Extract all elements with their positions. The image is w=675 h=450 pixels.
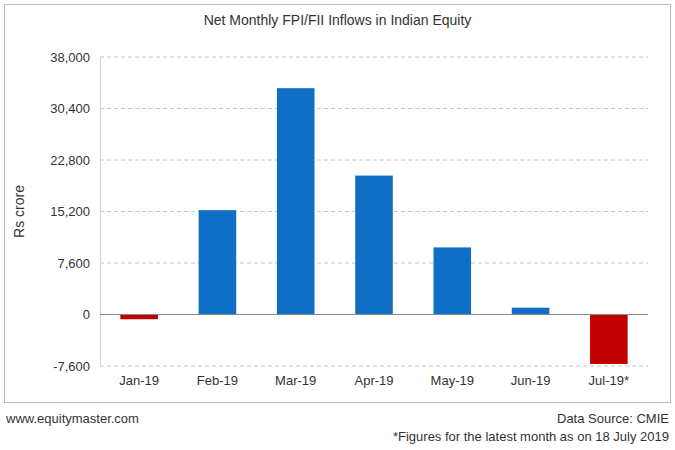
x-tick: Jan-19 xyxy=(119,366,159,388)
y-tick-label: 30,400 xyxy=(50,101,90,116)
x-tick: Apr-19 xyxy=(354,366,393,388)
y-tick: 0 xyxy=(83,307,100,322)
grid-line xyxy=(100,108,648,109)
bar xyxy=(120,315,158,320)
bar xyxy=(512,308,550,315)
zero-line xyxy=(100,314,648,315)
bars xyxy=(120,88,627,364)
x-tick-label: Apr-19 xyxy=(354,373,393,388)
annotation: Data Source: CMIE xyxy=(557,411,669,426)
y-tick: -7,600 xyxy=(53,359,100,374)
y-tick-label: 38,000 xyxy=(50,50,90,65)
y-tick-label: -7,600 xyxy=(53,359,90,374)
y-axis-title: Rs crore xyxy=(11,185,27,238)
y-tick: 22,800 xyxy=(50,153,100,168)
y-tick-label: 7,600 xyxy=(57,256,90,271)
frame xyxy=(5,5,671,403)
annotation: *Figures for the latest month as on 18 J… xyxy=(393,429,669,444)
x-axis: Jan-19 Feb-19 Mar-19 Apr-19 May-19 Jun-19 Jul-… xyxy=(119,366,629,388)
x-tick: Jun-19 xyxy=(511,366,551,388)
y-tick-label: 15,200 xyxy=(50,204,90,219)
bar xyxy=(199,210,237,314)
y-tick: 30,400 xyxy=(50,101,100,116)
x-tick-label: May-19 xyxy=(431,373,474,388)
y-tick: 15,200 xyxy=(50,204,100,219)
x-tick: Jul-19* xyxy=(589,366,629,388)
title: Net Monthly FPI/FII Inflows in Indian Eq… xyxy=(204,12,472,28)
grid-line xyxy=(100,314,648,315)
x-tick: Mar-19 xyxy=(275,366,316,388)
grid-line xyxy=(100,366,648,367)
x-tick-label: Jul-19* xyxy=(589,373,629,388)
x-tick: Feb-19 xyxy=(197,366,238,388)
plot: -7,600 0 7,600 15,200 22,800 30,400 38,000 Jan-… xyxy=(50,50,648,389)
bar xyxy=(277,88,315,314)
y-tick: 38,000 xyxy=(50,50,100,65)
bar xyxy=(355,176,393,315)
bar xyxy=(590,315,628,364)
y-tick: 7,600 xyxy=(57,256,100,271)
y-tick-label: 22,800 xyxy=(50,153,90,168)
y-tick-label: 0 xyxy=(83,307,90,322)
annotation: www.equitymaster.com xyxy=(5,411,139,426)
x-tick-label: Jun-19 xyxy=(511,373,551,388)
x-tick: May-19 xyxy=(431,366,474,388)
bar xyxy=(433,247,471,314)
x-tick-label: Jan-19 xyxy=(119,373,159,388)
grid-line xyxy=(100,57,648,58)
x-tick-label: Mar-19 xyxy=(275,373,316,388)
grid xyxy=(100,57,648,366)
x-tick-label: Feb-19 xyxy=(197,373,238,388)
grid-line xyxy=(100,160,648,161)
y-axis-line xyxy=(100,58,101,367)
chart: -7,600 0 7,600 15,200 22,800 30,400 38,000 Jan-… xyxy=(0,0,675,450)
y-axis: -7,600 0 7,600 15,200 22,800 30,400 38,000 xyxy=(50,50,100,374)
